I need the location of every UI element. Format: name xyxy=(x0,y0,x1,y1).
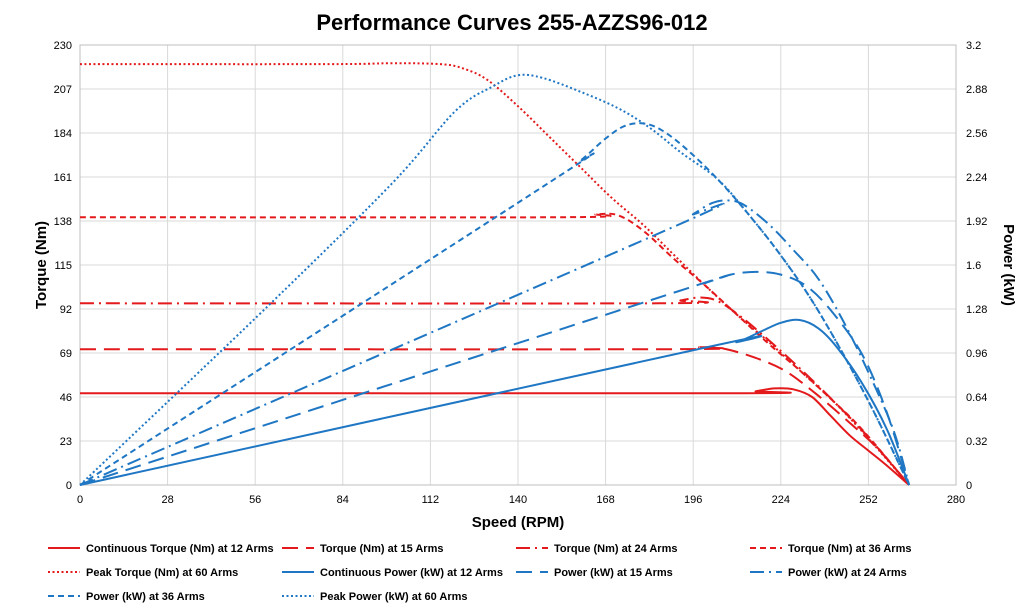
y2-tick-label: 0 xyxy=(966,480,972,492)
y-tick-label: 230 xyxy=(54,40,72,52)
y-tick-label: 23 xyxy=(60,436,72,448)
x-tick-label: 84 xyxy=(337,494,349,506)
x-tick-label: 112 xyxy=(422,494,440,506)
grid xyxy=(79,44,957,486)
y-tick-label: 0 xyxy=(66,480,72,492)
y-tick-label: 161 xyxy=(54,172,72,184)
x-tick-label: 140 xyxy=(509,494,527,506)
y-tick-label: 184 xyxy=(54,128,72,140)
chart-title: Performance Curves 255-AZZS96-012 xyxy=(316,10,708,35)
legend-label: Torque (Nm) at 36 Arms xyxy=(788,543,911,555)
series-line-6 xyxy=(79,318,911,486)
legend-label: Continuous Torque (Nm) at 12 Arms xyxy=(86,543,274,555)
legend-label: Power (kW) at 15 Arms xyxy=(554,567,673,579)
series-line-5 xyxy=(79,62,910,486)
y-axis-label: Torque (Nm) xyxy=(33,221,50,309)
y2-tick-label: 2.24 xyxy=(966,172,987,184)
y2-tick-label: 1.92 xyxy=(966,216,987,228)
legend-label: Power (kW) at 24 Arms xyxy=(788,567,907,579)
x-tick-label: 168 xyxy=(596,494,614,506)
series-line-10 xyxy=(79,73,910,486)
y2-tick-label: 0.32 xyxy=(966,436,987,448)
y-tick-label: 138 xyxy=(54,216,72,228)
series-line-8 xyxy=(79,199,911,486)
x-tick-label: 0 xyxy=(77,494,83,506)
y-tick-label: 207 xyxy=(54,84,72,96)
y-tick-label: 115 xyxy=(54,260,72,272)
series-line-7 xyxy=(79,270,911,486)
legend-label: Peak Power (kW) at 60 Arms xyxy=(320,591,468,603)
y-tick-label: 92 xyxy=(60,304,72,316)
y-tick-label: 46 xyxy=(60,392,72,404)
legend-label: Peak Torque (Nm) at 60 Arms xyxy=(86,567,238,579)
legend-label: Continuous Power (kW) at 12 Arms xyxy=(320,567,503,579)
series-lines xyxy=(79,62,911,486)
legend-label: Torque (Nm) at 15 Arms xyxy=(320,543,443,555)
legend-label: Power (kW) at 36 Arms xyxy=(86,591,205,603)
series-line-4 xyxy=(79,212,910,486)
y2-tick-label: 2.56 xyxy=(966,128,987,140)
y2-tick-label: 1.6 xyxy=(966,260,981,272)
series-line-2 xyxy=(79,346,910,486)
x-tick-label: 28 xyxy=(161,494,173,506)
x-tick-label: 252 xyxy=(859,494,877,506)
y-tick-label: 69 xyxy=(60,348,72,360)
x-tick-label: 56 xyxy=(249,494,261,506)
plot-frame xyxy=(79,44,957,486)
axes: 0 28 56 84 112 140 168 196 224 252 280023466992115… xyxy=(54,40,988,506)
y2-axis-label: Power (kW) xyxy=(1000,224,1017,306)
legend-label: Torque (Nm) at 24 Arms xyxy=(554,543,677,555)
x-tick-label: 280 xyxy=(947,494,965,506)
series-line-1 xyxy=(79,387,910,486)
y2-tick-label: 2.88 xyxy=(966,84,987,96)
y2-tick-label: 1.28 xyxy=(966,304,987,316)
x-tick-label: 224 xyxy=(772,494,790,506)
legend: Continuous Torque (Nm) at 12 Arms Torque … xyxy=(48,543,911,603)
x-axis-label: Speed (RPM) xyxy=(472,514,565,531)
y2-tick-label: 0.96 xyxy=(966,348,987,360)
x-tick-label: 196 xyxy=(684,494,702,506)
y2-tick-label: 0.64 xyxy=(966,392,987,404)
y2-tick-label: 3.2 xyxy=(966,40,981,52)
